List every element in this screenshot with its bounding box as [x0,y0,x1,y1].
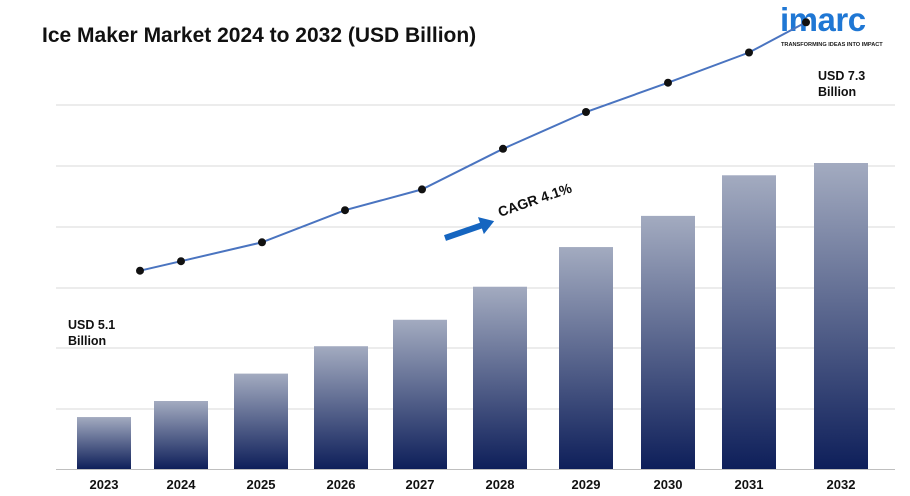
bar-2031 [722,175,776,469]
x-tick-label: 2028 [486,477,515,492]
start-unit-label: Billion [68,334,106,348]
bar-2024 [154,401,208,469]
trend-point-2024 [177,257,185,266]
x-tick-label: 2023 [90,477,119,492]
bars [77,163,868,469]
x-axis-ticks: 2023 2024 2025 2026 2027 2028 2029 2030 2031 2032 [90,477,856,492]
bar-2026 [314,346,368,469]
trend-point-2028 [499,144,507,153]
start-value-label: USD 5.1 [68,318,115,332]
chart-title: Ice Maker Market 2024 to 2032 (USD Billi… [42,24,477,47]
bar-2027 [393,319,447,469]
end-unit-label: Billion [818,85,856,99]
trend-points [136,18,810,275]
x-tick-label: 2031 [735,477,764,492]
cagr-arrow-icon [444,217,495,241]
logo-tagline: TRANSFORMING IDEAS INTO IMPACT [781,42,883,48]
trend-point-2025 [258,238,266,247]
x-tick-label: 2025 [247,477,276,492]
trend-line [139,21,807,272]
bar-2025 [234,373,288,469]
bar-2030 [641,215,695,469]
bar-2029 [559,247,613,469]
x-tick-label: 2027 [406,477,435,492]
logo-wordmark: imarc [780,1,866,38]
trend-point-2029 [582,108,590,116]
bar-2028 [473,286,527,469]
cagr-label: CAGR 4.1% [496,179,575,219]
x-tick-label: 2032 [827,477,856,492]
bar-2023 [77,417,131,469]
x-tick-label: 2026 [327,477,356,492]
trend-point-2026 [341,206,349,215]
x-tick-label: 2024 [167,477,197,492]
bar-2032 [814,163,868,469]
x-tick-label: 2029 [572,477,601,492]
trend-point-2030 [664,78,672,87]
end-value-label: USD 7.3 [818,69,865,83]
trend-polyline [139,21,807,272]
trend-point-2023 [136,266,144,275]
imarc-logo: imarc TRANSFORMING IDEAS INTO IMPACT [780,1,892,52]
trend-point-2027 [418,185,426,194]
trend-point-2031 [745,48,753,57]
trend-point-2032 [802,18,810,27]
x-tick-label: 2030 [654,477,683,492]
